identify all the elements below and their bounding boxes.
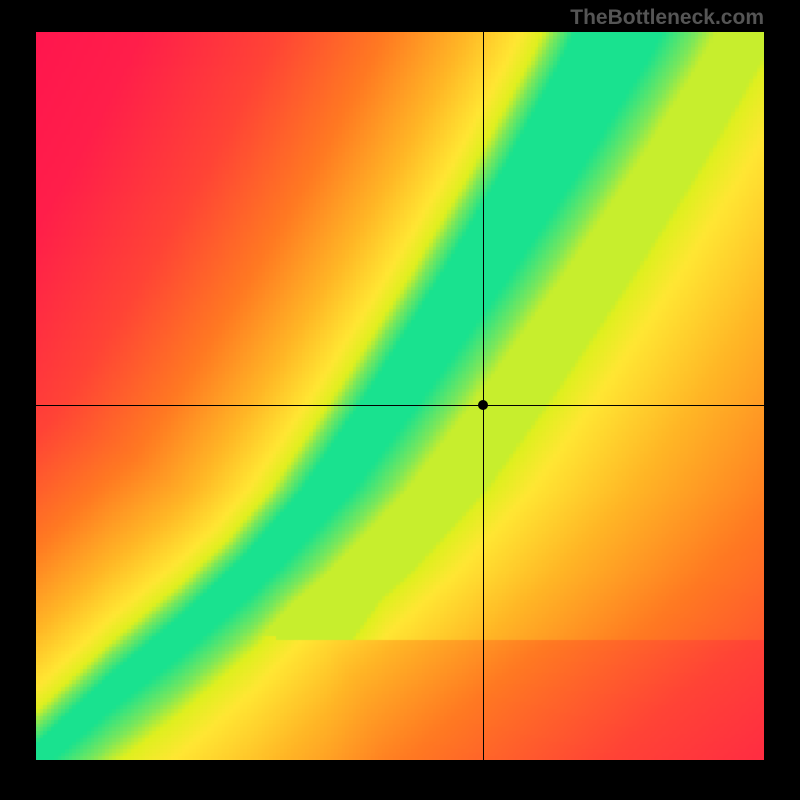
crosshair-horizontal (36, 405, 764, 406)
heatmap-plot (36, 32, 764, 760)
heatmap-canvas (36, 32, 764, 760)
marker-dot (478, 400, 488, 410)
crosshair-vertical (483, 32, 484, 760)
watermark-text: TheBottleneck.com (570, 6, 764, 30)
